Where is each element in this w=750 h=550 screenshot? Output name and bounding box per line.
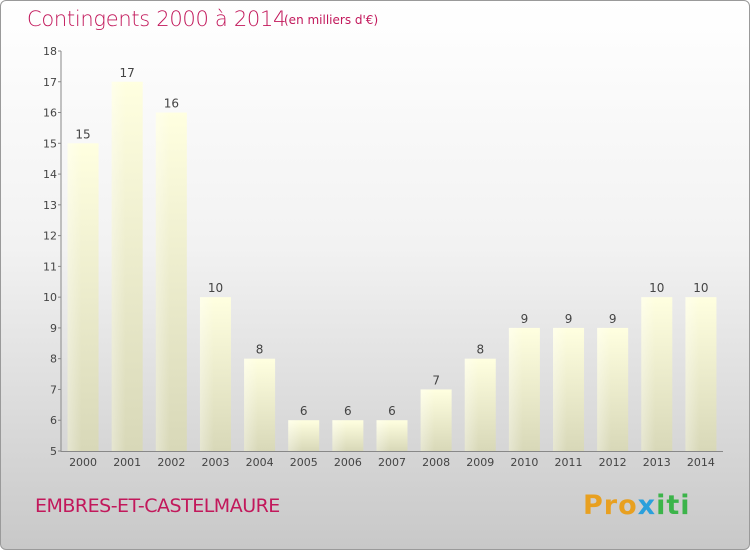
bar-highlight <box>155 112 170 452</box>
data-label: 6 <box>300 404 308 418</box>
x-tick-label: 2005 <box>290 456 318 469</box>
data-label: 16 <box>164 97 179 111</box>
y-tick-label: 8 <box>50 353 57 366</box>
chart-title: Contingents 2000 à 2014 <box>27 7 287 31</box>
bar-highlight <box>67 143 82 452</box>
bar-highlight <box>244 358 259 451</box>
bar-highlight <box>332 420 347 451</box>
x-tick-label: 2008 <box>422 456 450 469</box>
x-tick-label: 2003 <box>201 456 229 469</box>
x-tick-label: 2000 <box>69 456 97 469</box>
x-tick-labels: 2000 2001 2002 2003 2004 2005 2006 2007 2008 2009… <box>69 456 715 469</box>
x-tick-label: 2006 <box>334 456 362 469</box>
data-label: 8 <box>256 343 264 357</box>
logo-part-1: Pro <box>583 490 638 521</box>
bar-highlight <box>553 327 567 451</box>
data-label: 9 <box>565 312 573 326</box>
y-tick-label: 18 <box>43 45 57 58</box>
y-tick-label: 14 <box>43 168 57 181</box>
y-tick-label: 17 <box>43 76 57 89</box>
x-tick-label: 2004 <box>246 456 274 469</box>
x-tick-label: 2007 <box>378 456 406 469</box>
x-tick-label: 2011 <box>555 456 583 469</box>
bar-highlight <box>464 358 479 451</box>
bar-highlight <box>420 389 435 451</box>
data-label: 9 <box>609 312 617 326</box>
y-tick-label: 11 <box>43 260 57 273</box>
y-tick-label: 9 <box>50 322 57 335</box>
data-labels: 15 17 16 10 8 6 6 6 7 8 9 9 9 10 10 <box>75 66 708 418</box>
bars <box>67 81 717 452</box>
y-tick-label: 6 <box>50 414 57 427</box>
data-label: 17 <box>120 66 135 80</box>
chart-subtitle: (en milliers d'€) <box>284 13 379 27</box>
data-label: 7 <box>432 373 440 387</box>
axes <box>58 50 723 452</box>
data-label: 10 <box>693 281 708 295</box>
commune-name: EMBRES-ET-CASTELMAURE <box>35 495 280 517</box>
y-tick-label: 13 <box>43 199 57 212</box>
bar-highlight <box>199 297 214 451</box>
data-label: 10 <box>649 281 664 295</box>
y-tick-label: 12 <box>43 230 57 243</box>
proxiti-logo[interactable]: Proxiti <box>583 490 691 521</box>
bar-highlight <box>288 420 303 451</box>
y-tick-label: 15 <box>43 137 57 150</box>
logo-part-2: x <box>637 490 657 521</box>
y-tick-label: 7 <box>50 383 57 396</box>
x-tick-label: 2010 <box>510 456 538 469</box>
x-tick-label: 2009 <box>466 456 494 469</box>
y-tick-label: 16 <box>43 107 57 120</box>
data-label: 15 <box>75 127 90 141</box>
x-tick-label: 2012 <box>599 456 627 469</box>
data-label: 8 <box>476 343 484 357</box>
bar-highlight <box>685 297 700 451</box>
bar-highlight <box>641 297 656 451</box>
data-label: 6 <box>388 404 396 418</box>
x-tick-label: 2001 <box>113 456 141 469</box>
bar-highlight <box>508 327 523 451</box>
y-tick-label: 10 <box>43 291 57 304</box>
bar-highlight <box>376 420 391 451</box>
bar-highlight <box>597 327 612 451</box>
x-tick-label: 2014 <box>687 456 715 469</box>
bar-highlight <box>111 81 126 452</box>
y-tick-label: 5 <box>50 445 57 458</box>
data-label: 6 <box>344 404 352 418</box>
x-tick-label: 2013 <box>643 456 671 469</box>
logo-part-3: iti <box>656 490 691 521</box>
y-tick-labels: 5 6 7 8 9 10 11 12 13 14 15 16 17 18 <box>43 45 57 458</box>
x-tick-label: 2002 <box>157 456 185 469</box>
data-label: 9 <box>521 312 529 326</box>
data-label: 10 <box>208 281 223 295</box>
